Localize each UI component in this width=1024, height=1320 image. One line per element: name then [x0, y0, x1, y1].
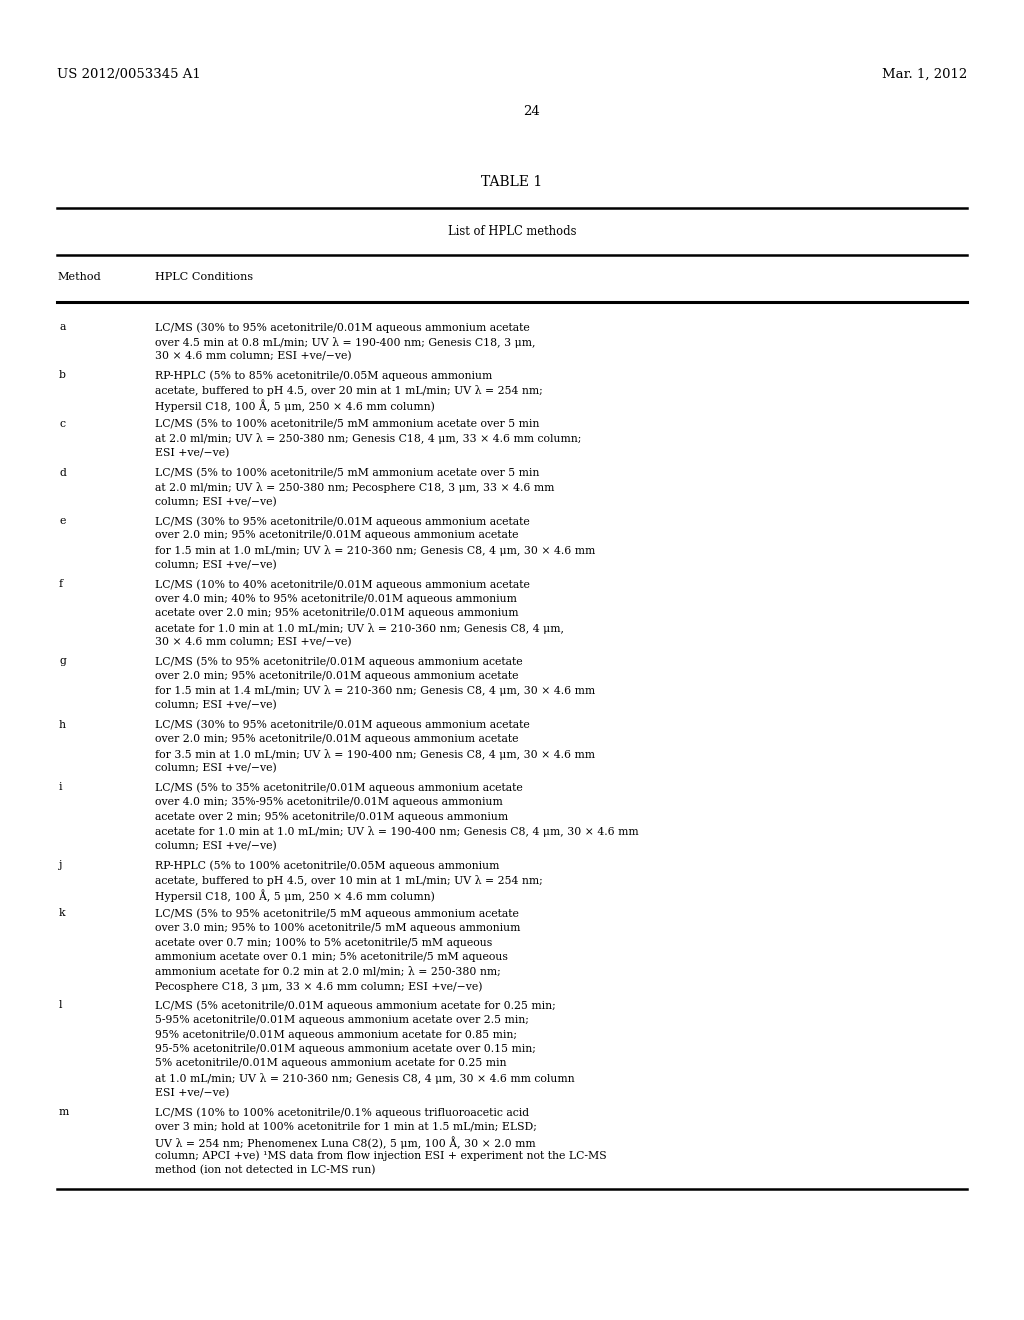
Text: over 3 min; hold at 100% acetonitrile for 1 min at 1.5 mL/min; ELSD;: over 3 min; hold at 100% acetonitrile fo…: [155, 1122, 537, 1131]
Text: k: k: [59, 908, 66, 919]
Text: ESI +ve/−ve): ESI +ve/−ve): [155, 447, 229, 458]
Text: List of HPLC methods: List of HPLC methods: [447, 224, 577, 238]
Text: column; ESI +ve/−ve): column; ESI +ve/−ve): [155, 763, 276, 774]
Text: at 2.0 ml/min; UV λ = 250-380 nm; Genesis C18, 4 μm, 33 × 4.6 mm column;: at 2.0 ml/min; UV λ = 250-380 nm; Genesi…: [155, 433, 582, 445]
Text: m: m: [59, 1107, 70, 1117]
Text: LC/MS (5% to 35% acetonitrile/0.01M aqueous ammonium acetate: LC/MS (5% to 35% acetonitrile/0.01M aque…: [155, 783, 522, 793]
Text: e: e: [59, 516, 66, 525]
Text: over 2.0 min; 95% acetonitrile/0.01M aqueous ammonium acetate: over 2.0 min; 95% acetonitrile/0.01M aqu…: [155, 734, 518, 744]
Text: UV λ = 254 nm; Phenomenex Luna C8(2), 5 μm, 100 Å, 30 × 2.0 mm: UV λ = 254 nm; Phenomenex Luna C8(2), 5 …: [155, 1137, 536, 1148]
Text: for 1.5 min at 1.0 mL/min; UV λ = 210-360 nm; Genesis C8, 4 μm, 30 × 4.6 mm: for 1.5 min at 1.0 mL/min; UV λ = 210-36…: [155, 545, 595, 556]
Text: column; ESI +ve/−ve): column; ESI +ve/−ve): [155, 560, 276, 570]
Text: Hypersil C18, 100 Å, 5 μm, 250 × 4.6 mm column): Hypersil C18, 100 Å, 5 μm, 250 × 4.6 mm …: [155, 400, 435, 412]
Text: column; ESI +ve/−ve): column; ESI +ve/−ve): [155, 496, 276, 507]
Text: acetate, buffered to pH 4.5, over 10 min at 1 mL/min; UV λ = 254 nm;: acetate, buffered to pH 4.5, over 10 min…: [155, 874, 543, 886]
Text: acetate for 1.0 min at 1.0 mL/min; UV λ = 190-400 nm; Genesis C8, 4 μm, 30 × 4.6: acetate for 1.0 min at 1.0 mL/min; UV λ …: [155, 826, 639, 837]
Text: HPLC Conditions: HPLC Conditions: [155, 272, 253, 282]
Text: over 3.0 min; 95% to 100% acetonitrile/5 mM aqueous ammonium: over 3.0 min; 95% to 100% acetonitrile/5…: [155, 923, 520, 933]
Text: column; APCI +ve) ¹MS data from flow injection ESI + experiment not the LC-MS: column; APCI +ve) ¹MS data from flow inj…: [155, 1151, 606, 1162]
Text: g: g: [59, 656, 66, 667]
Text: over 2.0 min; 95% acetonitrile/0.01M aqueous ammonium acetate: over 2.0 min; 95% acetonitrile/0.01M aqu…: [155, 671, 518, 681]
Text: 5% acetonitrile/0.01M aqueous ammonium acetate for 0.25 min: 5% acetonitrile/0.01M aqueous ammonium a…: [155, 1059, 507, 1068]
Text: LC/MS (30% to 95% acetonitrile/0.01M aqueous ammonium acetate: LC/MS (30% to 95% acetonitrile/0.01M aqu…: [155, 516, 529, 527]
Text: RP-HPLC (5% to 100% acetonitrile/0.05M aqueous ammonium: RP-HPLC (5% to 100% acetonitrile/0.05M a…: [155, 861, 500, 871]
Text: acetate, buffered to pH 4.5, over 20 min at 1 mL/min; UV λ = 254 nm;: acetate, buffered to pH 4.5, over 20 min…: [155, 385, 543, 396]
Text: 95-5% acetonitrile/0.01M aqueous ammonium acetate over 0.15 min;: 95-5% acetonitrile/0.01M aqueous ammoniu…: [155, 1044, 536, 1053]
Text: acetate for 1.0 min at 1.0 mL/min; UV λ = 210-360 nm; Genesis C8, 4 μm,: acetate for 1.0 min at 1.0 mL/min; UV λ …: [155, 623, 564, 634]
Text: Hypersil C18, 100 Å, 5 μm, 250 × 4.6 mm column): Hypersil C18, 100 Å, 5 μm, 250 × 4.6 mm …: [155, 888, 435, 902]
Text: j: j: [59, 861, 62, 870]
Text: i: i: [59, 783, 62, 792]
Text: 30 × 4.6 mm column; ESI +ve/−ve): 30 × 4.6 mm column; ESI +ve/−ve): [155, 638, 351, 647]
Text: h: h: [59, 719, 66, 730]
Text: column; ESI +ve/−ve): column; ESI +ve/−ve): [155, 700, 276, 710]
Text: d: d: [59, 467, 66, 478]
Text: Pecosphere C18, 3 μm, 33 × 4.6 mm column; ESI +ve/−ve): Pecosphere C18, 3 μm, 33 × 4.6 mm column…: [155, 981, 482, 991]
Text: c: c: [59, 418, 65, 429]
Text: at 2.0 ml/min; UV λ = 250-380 nm; Pecosphere C18, 3 μm, 33 × 4.6 mm: at 2.0 ml/min; UV λ = 250-380 nm; Pecosp…: [155, 482, 554, 492]
Text: LC/MS (5% to 100% acetonitrile/5 mM ammonium acetate over 5 min: LC/MS (5% to 100% acetonitrile/5 mM ammo…: [155, 467, 540, 478]
Text: LC/MS (10% to 100% acetonitrile/0.1% aqueous trifluoroacetic acid: LC/MS (10% to 100% acetonitrile/0.1% aqu…: [155, 1107, 529, 1118]
Text: 30 × 4.6 mm column; ESI +ve/−ve): 30 × 4.6 mm column; ESI +ve/−ve): [155, 351, 351, 362]
Text: method (ion not detected in LC-MS run): method (ion not detected in LC-MS run): [155, 1166, 376, 1175]
Text: over 4.5 min at 0.8 mL/min; UV λ = 190-400 nm; Genesis C18, 3 μm,: over 4.5 min at 0.8 mL/min; UV λ = 190-4…: [155, 337, 536, 347]
Text: LC/MS (5% acetonitrile/0.01M aqueous ammonium acetate for 0.25 min;: LC/MS (5% acetonitrile/0.01M aqueous amm…: [155, 1001, 556, 1011]
Text: for 3.5 min at 1.0 mL/min; UV λ = 190-400 nm; Genesis C8, 4 μm, 30 × 4.6 mm: for 3.5 min at 1.0 mL/min; UV λ = 190-40…: [155, 748, 595, 759]
Text: RP-HPLC (5% to 85% acetonitrile/0.05M aqueous ammonium: RP-HPLC (5% to 85% acetonitrile/0.05M aq…: [155, 371, 493, 381]
Text: acetate over 0.7 min; 100% to 5% acetonitrile/5 mM aqueous: acetate over 0.7 min; 100% to 5% acetoni…: [155, 937, 493, 948]
Text: for 1.5 min at 1.4 mL/min; UV λ = 210-360 nm; Genesis C8, 4 μm, 30 × 4.6 mm: for 1.5 min at 1.4 mL/min; UV λ = 210-36…: [155, 685, 595, 697]
Text: LC/MS (30% to 95% acetonitrile/0.01M aqueous ammonium acetate: LC/MS (30% to 95% acetonitrile/0.01M aqu…: [155, 719, 529, 730]
Text: over 4.0 min; 40% to 95% acetonitrile/0.01M aqueous ammonium: over 4.0 min; 40% to 95% acetonitrile/0.…: [155, 594, 517, 603]
Text: f: f: [59, 579, 63, 589]
Text: 95% acetonitrile/0.01M aqueous ammonium acetate for 0.85 min;: 95% acetonitrile/0.01M aqueous ammonium …: [155, 1030, 517, 1040]
Text: LC/MS (30% to 95% acetonitrile/0.01M aqueous ammonium acetate: LC/MS (30% to 95% acetonitrile/0.01M aqu…: [155, 322, 529, 333]
Text: LC/MS (10% to 40% acetonitrile/0.01M aqueous ammonium acetate: LC/MS (10% to 40% acetonitrile/0.01M aqu…: [155, 579, 529, 590]
Text: acetate over 2.0 min; 95% acetonitrile/0.01M aqueous ammonium: acetate over 2.0 min; 95% acetonitrile/0…: [155, 609, 518, 618]
Text: acetate over 2 min; 95% acetonitrile/0.01M aqueous ammonium: acetate over 2 min; 95% acetonitrile/0.0…: [155, 812, 508, 821]
Text: l: l: [59, 1001, 62, 1011]
Text: over 4.0 min; 35%-95% acetonitrile/0.01M aqueous ammonium: over 4.0 min; 35%-95% acetonitrile/0.01M…: [155, 797, 503, 807]
Text: TABLE 1: TABLE 1: [481, 176, 543, 189]
Text: 24: 24: [523, 106, 541, 117]
Text: column; ESI +ve/−ve): column; ESI +ve/−ve): [155, 841, 276, 851]
Text: at 1.0 mL/min; UV λ = 210-360 nm; Genesis C8, 4 μm, 30 × 4.6 mm column: at 1.0 mL/min; UV λ = 210-360 nm; Genesi…: [155, 1073, 574, 1084]
Text: b: b: [59, 371, 66, 380]
Text: LC/MS (5% to 95% acetonitrile/0.01M aqueous ammonium acetate: LC/MS (5% to 95% acetonitrile/0.01M aque…: [155, 656, 522, 667]
Text: US 2012/0053345 A1: US 2012/0053345 A1: [57, 69, 201, 81]
Text: a: a: [59, 322, 66, 333]
Text: ammonium acetate over 0.1 min; 5% acetonitrile/5 mM aqueous: ammonium acetate over 0.1 min; 5% aceton…: [155, 952, 508, 962]
Text: LC/MS (5% to 100% acetonitrile/5 mM ammonium acetate over 5 min: LC/MS (5% to 100% acetonitrile/5 mM ammo…: [155, 418, 540, 429]
Text: LC/MS (5% to 95% acetonitrile/5 mM aqueous ammonium acetate: LC/MS (5% to 95% acetonitrile/5 mM aqueo…: [155, 908, 519, 919]
Text: Mar. 1, 2012: Mar. 1, 2012: [882, 69, 967, 81]
Text: Method: Method: [57, 272, 100, 282]
Text: ESI +ve/−ve): ESI +ve/−ve): [155, 1088, 229, 1098]
Text: ammonium acetate for 0.2 min at 2.0 ml/min; λ = 250-380 nm;: ammonium acetate for 0.2 min at 2.0 ml/m…: [155, 966, 501, 977]
Text: over 2.0 min; 95% acetonitrile/0.01M aqueous ammonium acetate: over 2.0 min; 95% acetonitrile/0.01M aqu…: [155, 531, 518, 540]
Text: 5-95% acetonitrile/0.01M aqueous ammonium acetate over 2.5 min;: 5-95% acetonitrile/0.01M aqueous ammoniu…: [155, 1015, 528, 1026]
